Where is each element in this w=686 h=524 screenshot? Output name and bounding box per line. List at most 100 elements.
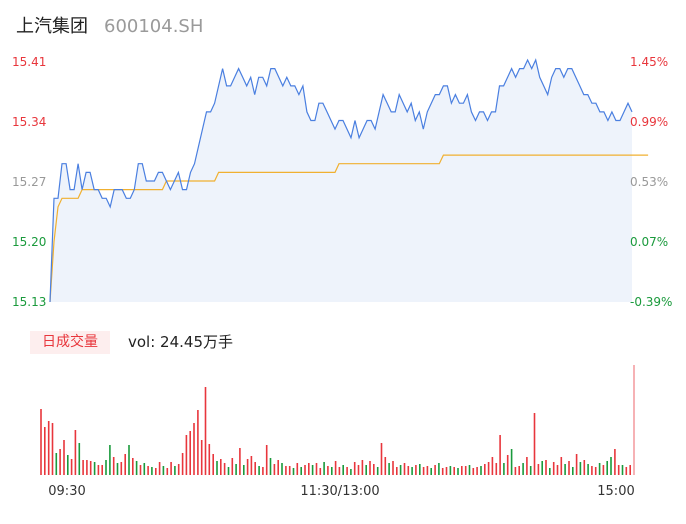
volume-bar (506, 455, 509, 475)
volume-bar (162, 466, 165, 475)
volume-bar (522, 463, 524, 475)
volume-bar (594, 467, 597, 475)
pct-tick-4: -0.39% (630, 295, 672, 309)
volume-bars (40, 365, 635, 475)
volume-bar (254, 462, 256, 475)
volume-bar (629, 465, 631, 475)
volume-bar (380, 443, 383, 475)
volume-bar (44, 427, 46, 475)
volume-bar (514, 467, 517, 475)
volume-bar (262, 467, 264, 475)
volume-bar (273, 464, 276, 475)
volume-bar (591, 466, 593, 475)
volume-bar (216, 461, 218, 475)
volume-bar (560, 457, 563, 475)
volume-bar (472, 468, 475, 475)
volume-bar (614, 449, 616, 475)
x-tick-close: 15:00 (597, 484, 634, 499)
volume-bar (556, 465, 559, 475)
volume-bar (189, 431, 191, 475)
volume-bar (212, 454, 214, 475)
volume-bar (105, 460, 107, 475)
volume-bar (101, 465, 103, 475)
volume-bar (120, 462, 123, 475)
volume-bar (353, 462, 356, 475)
volume-bar (537, 464, 540, 475)
volume-bar (166, 468, 169, 475)
volume-bar (208, 444, 211, 475)
volume-bar (575, 454, 578, 475)
stock-code: 600104.SH (104, 16, 204, 37)
volume-bar (258, 466, 260, 475)
x-tick-midday: 11:30/13:00 (300, 484, 379, 499)
volume-bar (422, 467, 425, 475)
volume-bar (457, 468, 459, 475)
volume-bar (109, 445, 111, 475)
volume-bar (227, 467, 230, 475)
volume-bar (285, 466, 287, 475)
volume-bar (499, 435, 501, 475)
volume-bar (334, 461, 337, 475)
volume-bar (484, 464, 486, 475)
pct-tick-3: 0.07% (630, 235, 668, 249)
volume-bar (174, 466, 176, 475)
volume-bar (97, 465, 100, 475)
volume-bar (292, 468, 295, 475)
volume-bar (151, 467, 153, 475)
volume-bar (158, 462, 161, 475)
volume-readout: vol: 24.45万手 (128, 331, 233, 353)
volume-bar (441, 468, 444, 475)
volume-bar (438, 463, 440, 475)
volume-bar (415, 465, 417, 475)
volume-prefix: vol: (128, 333, 161, 351)
volume-bar (541, 461, 543, 475)
volume-bar (63, 440, 65, 475)
price-tick-0: 15.41 (12, 55, 46, 69)
volume-bar (510, 449, 513, 475)
volume-bar (82, 460, 84, 475)
volume-bar (170, 462, 172, 475)
volume-bar (93, 462, 96, 475)
volume-bar (300, 467, 302, 475)
volume-bar (185, 435, 188, 475)
volume-bar (606, 461, 608, 475)
volume-bar (411, 467, 413, 475)
volume-bar (518, 466, 520, 475)
volume-bar (587, 464, 589, 475)
volume-bar (491, 457, 494, 475)
volume-bar (67, 455, 69, 475)
volume-bar (430, 468, 432, 475)
daily-volume-tab[interactable]: 日成交量 (30, 331, 110, 354)
volume-bar (598, 463, 601, 475)
volume-bar (200, 440, 203, 475)
volume-bar (369, 461, 371, 475)
volume-bar (308, 463, 310, 475)
volume-bar (243, 465, 245, 475)
volume-bar (55, 453, 58, 475)
volume-bar (503, 463, 505, 475)
volume-value: 24.45万手 (160, 333, 233, 351)
volume-bar (602, 465, 605, 475)
price-area (50, 60, 632, 302)
volume-bar (426, 466, 429, 475)
volume-bar (392, 461, 394, 475)
volume-bar (288, 466, 291, 475)
volume-bar (277, 460, 279, 475)
volume-bar (376, 467, 379, 475)
volume-bar (625, 467, 628, 475)
volume-bar (204, 387, 207, 475)
volume-bar (583, 460, 586, 475)
volume-bar (296, 463, 299, 475)
volume-bar (373, 464, 375, 475)
volume-bar (434, 465, 436, 475)
volume-bar (350, 469, 352, 475)
volume-bar (239, 448, 241, 475)
volume-bar (564, 464, 566, 475)
volume-bar (235, 464, 237, 475)
volume-bar (250, 456, 253, 475)
avg-price-line (49, 154, 649, 303)
volume-bar (357, 465, 360, 475)
volume-bar (220, 459, 222, 475)
volume-bar (621, 465, 624, 475)
